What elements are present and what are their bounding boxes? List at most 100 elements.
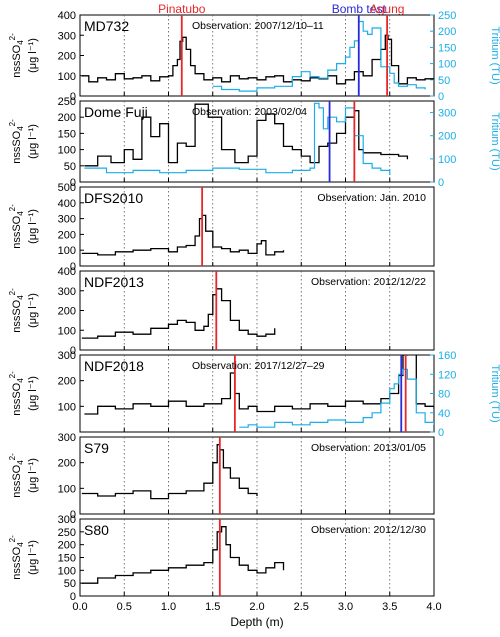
- observation-label: Observation: 2012/12/30: [311, 524, 426, 536]
- site-label: NDF2018: [84, 358, 144, 374]
- y-tick-label-3: 300: [58, 432, 76, 444]
- y-tick-label-2: 200: [58, 306, 76, 318]
- event-label-2: Agung: [370, 2, 405, 16]
- left-axis-label: nssSO42-: [8, 33, 25, 78]
- site-label: Dome Fuji: [84, 104, 148, 120]
- tritium-series: [212, 20, 426, 92]
- y-tick-label-1: 100: [58, 245, 76, 257]
- sulfate-series: [81, 444, 258, 500]
- y-tick-label-0: 0: [70, 591, 76, 603]
- left-axis-unit: (μg l⁻¹): [27, 209, 39, 244]
- right-y-tick-label-3: 300: [438, 108, 456, 120]
- y-tick-label-0: 0: [70, 509, 76, 521]
- right-y-tick-label-2: 200: [438, 131, 456, 143]
- x-tick-label-1: 0.5: [117, 601, 132, 613]
- x-tick-label-7: 3.5: [382, 601, 397, 613]
- y-tick-label-2: 200: [58, 229, 76, 241]
- left-axis-label: nssSO42-: [8, 453, 25, 498]
- right-axis-label: Tritium (TU): [489, 112, 500, 170]
- y-tick-label-4: 400: [58, 198, 76, 210]
- panel-4: 100 200 300 0 40 80 120 160 Tritium (TU) nssSO42-…: [8, 350, 500, 439]
- right-y-tick-label-5: 250: [438, 10, 456, 22]
- site-label: NDF2013: [84, 274, 144, 290]
- y-tick-label-1: 100: [58, 483, 76, 495]
- right-y-tick-label-4: 160: [438, 350, 456, 362]
- x-tick-label-6: 3.0: [338, 601, 353, 613]
- right-y-tick-label-0: 0: [438, 91, 444, 103]
- right-y-tick-label-0: 0: [438, 177, 444, 189]
- event-label-0: Pinatubo: [158, 2, 206, 16]
- left-axis-label: nssSO42-: [8, 119, 25, 164]
- x-tick-label-8: 4.0: [426, 601, 441, 613]
- x-tick-label-4: 2.0: [249, 601, 264, 613]
- panel-5: 0 100 200 300 nssSO42-(μg l⁻¹) S79 Observation…: [8, 432, 435, 521]
- right-y-tick-label-0: 0: [438, 427, 444, 439]
- site-label: S79: [84, 440, 109, 456]
- y-tick-label-3: 150: [58, 128, 76, 140]
- y-tick-label-0: 0: [70, 261, 76, 273]
- right-axis-label: Tritium (TU): [489, 364, 500, 422]
- sulfate-series: [84, 355, 434, 415]
- y-tick-label-0: 0: [70, 91, 76, 103]
- y-tick-label-1: 100: [58, 71, 76, 83]
- observation-label: Observation: 2017/12/27–29: [192, 360, 325, 372]
- left-axis-unit: (μg l⁻¹): [27, 293, 39, 328]
- x-tick-label-3: 1.5: [205, 601, 220, 613]
- event-label-1: Bomb test: [332, 2, 387, 16]
- y-tick-label-4: 200: [58, 540, 76, 552]
- y-tick-label-1: 100: [58, 325, 76, 337]
- panel-data: [81, 437, 258, 514]
- left-axis-label: nssSO42-: [8, 535, 25, 580]
- y-tick-label-1: 200: [58, 376, 76, 388]
- x-tick-label-5: 2.5: [294, 601, 309, 613]
- y-tick-label-3: 150: [58, 553, 76, 565]
- left-axis-label: nssSO42-: [8, 204, 25, 249]
- site-label: MD732: [84, 18, 129, 34]
- y-tick-label-4: 200: [58, 112, 76, 124]
- sulfate-series: [81, 34, 434, 85]
- observation-label: Observation: 2013/01/05: [311, 442, 426, 454]
- right-y-tick-label-2: 100: [438, 59, 456, 71]
- sulfate-series: [81, 214, 285, 256]
- y-tick-label-3: 300: [58, 214, 76, 226]
- y-tick-label-5: 500: [58, 182, 76, 194]
- y-tick-label-3: 300: [58, 30, 76, 42]
- right-y-tick-label-1: 40: [438, 408, 450, 420]
- x-axis-label: Depth (m): [230, 615, 283, 629]
- y-tick-label-0: 0: [70, 177, 76, 189]
- y-tick-label-5: 250: [58, 96, 76, 108]
- panel-3: 0 100 200 300 400 nssSO42-(μg l⁻¹) NDF2013 Obse…: [8, 266, 435, 357]
- y-tick-label-5: 250: [58, 527, 76, 539]
- site-label: S80: [84, 522, 109, 538]
- observation-label: Observation: 2007/12/10–11: [192, 20, 324, 32]
- observation-label: Observation: 2012/12/22: [311, 276, 426, 288]
- right-y-tick-label-1: 50: [438, 75, 450, 87]
- left-axis-label: nssSO42-: [8, 288, 25, 333]
- right-y-tick-label-3: 120: [438, 369, 456, 381]
- panel-2: 0 100 200 300 400 500 nssSO42-(μg l⁻¹) DFS2010 O…: [8, 182, 435, 273]
- left-axis-unit: (μg l⁻¹): [27, 38, 39, 73]
- site-label: DFS2010: [84, 190, 143, 206]
- y-tick-label-1: 50: [64, 578, 76, 590]
- y-tick-label-0: 100: [58, 401, 76, 413]
- right-y-tick-label-2: 80: [438, 389, 450, 401]
- panel-data: [81, 271, 276, 350]
- left-axis-unit: (μg l⁻¹): [27, 376, 39, 411]
- right-y-tick-label-3: 150: [438, 42, 456, 54]
- y-tick-label-2: 100: [58, 145, 76, 157]
- panel-1: 0 50 100 150 200 250 0 100 200 300 Tritium (TU) nss…: [8, 96, 500, 189]
- panel-data: [81, 15, 434, 96]
- observation-label: Observation: 2003/02/04: [192, 106, 307, 118]
- panel-data: [84, 101, 409, 182]
- y-tick-label-2: 100: [58, 565, 76, 577]
- panel-0: 0 100 200 300 400 0 50 100 150 200 250 Tritium (TU)…: [8, 10, 500, 103]
- sulfate-series: [81, 288, 276, 339]
- y-tick-label-2: 200: [58, 51, 76, 63]
- right-y-tick-label-4: 200: [438, 26, 456, 38]
- x-axis: 0.0 0.5 1.0 1.5 2.0 2.5 3.0 3.5 4.0 Depth (m): [72, 601, 441, 629]
- sulfate-series: [81, 526, 285, 584]
- observation-label: Observation: Jan. 2010: [317, 192, 426, 204]
